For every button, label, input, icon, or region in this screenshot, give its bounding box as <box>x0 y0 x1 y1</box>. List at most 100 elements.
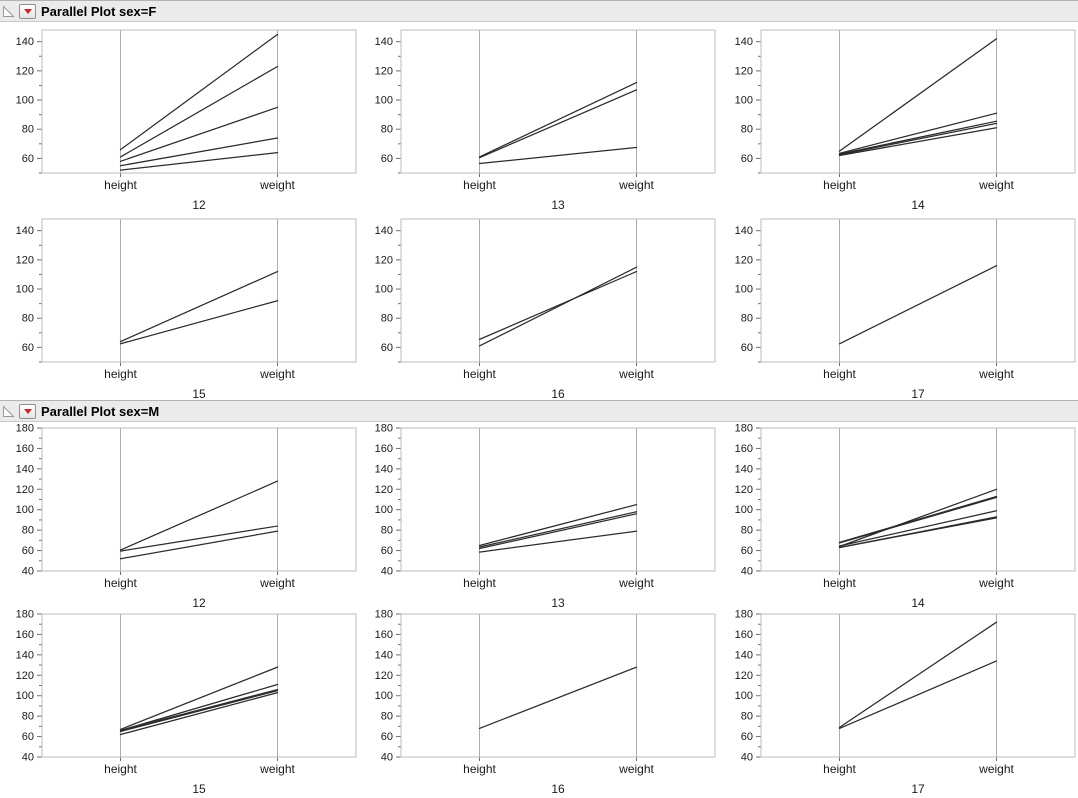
parallel-plot-age-16[interactable]: 40 60 80 100 120 140 160 180 height weight 16 <box>359 608 718 794</box>
parallel-plot-age-15[interactable]: 60 80 100 120 140 height weight 15 <box>0 211 359 400</box>
data-line <box>838 122 997 156</box>
group-label: 16 <box>552 387 566 400</box>
data-line <box>119 666 279 731</box>
data-line <box>119 151 279 171</box>
x-category-label: height <box>463 178 496 192</box>
y-tick-label: 100 <box>734 504 752 516</box>
y-tick-label: 100 <box>375 690 393 702</box>
x-category-label: height <box>463 576 496 590</box>
y-tick-label: 100 <box>734 690 752 702</box>
y-tick-label: 40 <box>740 566 752 578</box>
y-tick-label: 60 <box>381 342 393 354</box>
x-category-label: weight <box>618 762 654 776</box>
parallel-plot-age-16[interactable]: 60 80 100 120 140 height weight 16 <box>359 211 718 400</box>
disclosure-triangle-icon[interactable] <box>2 404 15 418</box>
data-line <box>119 137 279 167</box>
group-label: 15 <box>192 782 206 794</box>
x-category-label: weight <box>259 178 295 192</box>
x-category-label: height <box>823 367 856 381</box>
y-tick-label: 180 <box>734 423 752 435</box>
x-category-label: weight <box>618 576 654 590</box>
group-label: 13 <box>552 596 566 608</box>
group-label: 17 <box>911 782 925 794</box>
plot-frame <box>41 613 357 758</box>
y-tick-label: 140 <box>734 463 752 475</box>
y-tick-label: 80 <box>22 313 34 325</box>
y-tick-label: 120 <box>16 65 34 77</box>
plot-frame <box>400 218 716 363</box>
outline-title: Parallel Plot sex=M <box>41 403 160 419</box>
y-tick-label: 180 <box>16 423 34 435</box>
parallel-plot-age-17[interactable]: 40 60 80 100 120 140 160 180 height weight 17 <box>719 608 1078 794</box>
plot-cell-age-17: 40 60 80 100 120 140 160 180 height weight 17 <box>719 608 1078 794</box>
data-line <box>119 692 279 736</box>
y-tick-label: 140 <box>734 36 752 48</box>
data-line <box>119 270 279 343</box>
plot-cell-age-15: 60 80 100 120 140 height weight 15 <box>0 211 359 400</box>
parallel-plot-age-13[interactable]: 40 60 80 100 120 140 160 180 height weight 13 <box>359 422 718 608</box>
parallel-plot-age-12[interactable]: 60 80 100 120 140 height weight 12 <box>0 22 359 211</box>
data-line <box>838 38 997 152</box>
y-tick-label: 120 <box>16 670 34 682</box>
y-tick-label: 120 <box>375 254 393 266</box>
y-tick-label: 40 <box>22 566 34 578</box>
y-tick-label: 60 <box>381 545 393 557</box>
y-tick-label: 60 <box>381 731 393 743</box>
plot-frame <box>400 427 716 572</box>
y-tick-label: 140 <box>734 225 752 237</box>
y-tick-label: 160 <box>375 443 393 455</box>
y-tick-label: 40 <box>22 752 34 764</box>
data-line <box>479 89 638 159</box>
data-line <box>838 660 997 730</box>
x-category-label: weight <box>259 762 295 776</box>
data-line <box>119 300 279 345</box>
outline-menu-button[interactable] <box>19 403 36 419</box>
plot-cell-age-16: 60 80 100 120 140 height weight 16 <box>359 211 718 400</box>
plot-frame <box>41 29 357 174</box>
outline-menu-button[interactable] <box>19 3 36 19</box>
y-tick-label: 60 <box>740 342 752 354</box>
y-tick-label: 160 <box>375 629 393 641</box>
y-tick-label: 80 <box>740 711 752 723</box>
data-line <box>119 688 279 732</box>
y-tick-label: 100 <box>16 95 34 107</box>
y-tick-label: 60 <box>22 342 34 354</box>
x-category-label: height <box>823 762 856 776</box>
red-dropdown-triangle-icon <box>23 408 32 414</box>
plot-cell-age-15: 40 60 80 100 120 140 160 180 height weight 15 <box>0 608 359 794</box>
parallel-plot-age-14[interactable]: 40 60 80 100 120 140 160 180 height weight 14 <box>719 422 1078 608</box>
y-tick-label: 40 <box>381 752 393 764</box>
y-tick-label: 80 <box>381 525 393 537</box>
parallel-plot-age-13[interactable]: 60 80 100 120 140 height weight 13 <box>359 22 718 211</box>
disclosure-triangle-icon[interactable] <box>2 4 15 18</box>
y-tick-label: 120 <box>734 65 752 77</box>
parallel-plot-age-12[interactable]: 40 60 80 100 120 140 160 180 height weight 12 <box>0 422 359 608</box>
y-tick-label: 40 <box>381 566 393 578</box>
red-dropdown-triangle-icon <box>23 8 32 14</box>
group-label: 12 <box>192 596 206 608</box>
data-line <box>838 488 997 548</box>
parallel-plot-age-14[interactable]: 60 80 100 120 140 height weight 14 <box>719 22 1078 211</box>
x-category-label: height <box>463 762 496 776</box>
y-tick-label: 100 <box>16 504 34 516</box>
y-tick-label: 160 <box>734 629 752 641</box>
y-tick-label: 100 <box>734 284 752 296</box>
data-line <box>119 65 279 158</box>
parallel-plot-age-15[interactable]: 40 60 80 100 120 140 160 180 height weight 15 <box>0 608 359 794</box>
y-tick-label: 60 <box>740 153 752 165</box>
data-line <box>479 146 638 165</box>
data-line <box>479 513 638 550</box>
y-tick-label: 80 <box>740 124 752 136</box>
group-label: 12 <box>192 198 206 211</box>
y-tick-label: 120 <box>375 484 393 496</box>
plot-cell-age-16: 40 60 80 100 120 140 160 180 height weight 16 <box>359 608 718 794</box>
data-line <box>479 270 638 341</box>
x-category-label: weight <box>618 367 654 381</box>
x-category-label: weight <box>978 178 1014 192</box>
y-tick-label: 100 <box>734 95 752 107</box>
x-category-label: weight <box>978 576 1014 590</box>
parallel-plot-age-17[interactable]: 60 80 100 120 140 height weight 17 <box>719 211 1078 400</box>
data-line <box>479 266 638 347</box>
y-tick-label: 100 <box>375 284 393 296</box>
data-line <box>479 81 638 158</box>
